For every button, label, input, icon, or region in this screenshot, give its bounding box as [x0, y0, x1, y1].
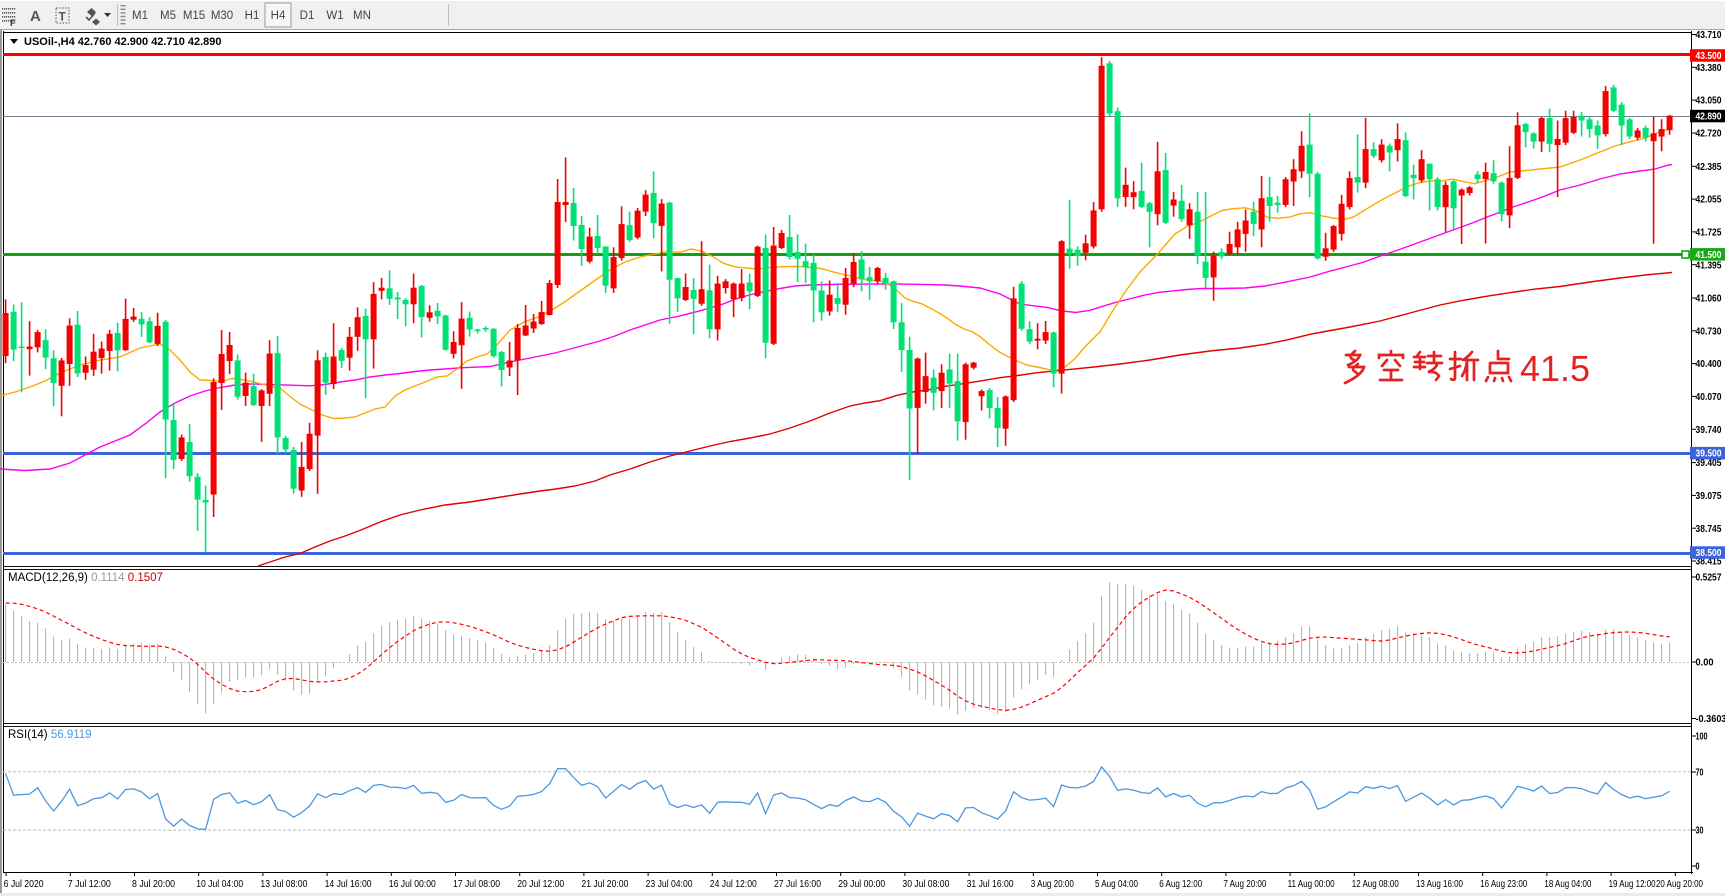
svg-text:38.415: 38.415: [1696, 557, 1722, 568]
svg-text:RSI(14) 56.9119: RSI(14) 56.9119: [8, 729, 92, 741]
svg-text:H4: H4: [271, 10, 286, 22]
svg-text:42.720: 42.720: [1696, 129, 1722, 140]
svg-text:11 Aug 00:00: 11 Aug 00:00: [1288, 879, 1335, 890]
svg-text:14 Jul 16:00: 14 Jul 16:00: [325, 879, 372, 890]
svg-text:39.075: 39.075: [1696, 491, 1722, 502]
svg-text:40.400: 40.400: [1696, 359, 1722, 370]
svg-text:18 Aug 04:00: 18 Aug 04:00: [1544, 879, 1591, 890]
svg-text:20 Jul 12:00: 20 Jul 12:00: [517, 879, 564, 890]
svg-text:23 Jul 04:00: 23 Jul 04:00: [646, 879, 693, 890]
svg-text:12 Aug 08:00: 12 Aug 08:00: [1352, 879, 1399, 890]
svg-text:30 Jul 08:00: 30 Jul 08:00: [902, 879, 949, 890]
svg-text:17 Jul 08:00: 17 Jul 08:00: [453, 879, 500, 890]
svg-text:M5: M5: [160, 10, 176, 22]
svg-text:41.395: 41.395: [1696, 260, 1722, 271]
svg-text:38.500: 38.500: [1696, 548, 1722, 559]
svg-text:24 Jul 12:00: 24 Jul 12:00: [710, 879, 757, 890]
svg-text:W1: W1: [326, 10, 343, 22]
svg-text:8 Jul 20:00: 8 Jul 20:00: [132, 879, 175, 890]
svg-text:20 Aug 20:00: 20 Aug 20:00: [1656, 879, 1703, 890]
svg-text:39.500: 39.500: [1696, 449, 1722, 460]
svg-text:21 Jul 20:00: 21 Jul 20:00: [581, 879, 628, 890]
svg-text:43.380: 43.380: [1696, 63, 1722, 74]
svg-text:42.055: 42.055: [1696, 195, 1722, 206]
svg-text:31 Jul 16:00: 31 Jul 16:00: [967, 879, 1014, 890]
svg-text:16 Aug 23:00: 16 Aug 23:00: [1480, 879, 1527, 890]
svg-text:7 Aug 20:00: 7 Aug 20:00: [1223, 879, 1266, 890]
svg-text:43.050: 43.050: [1696, 96, 1722, 107]
svg-text:100: 100: [1696, 732, 1708, 743]
svg-text:42.890: 42.890: [1696, 112, 1722, 123]
svg-text:0.00: 0.00: [1696, 658, 1714, 669]
svg-text:A: A: [30, 8, 41, 25]
svg-text:30: 30: [1696, 826, 1704, 837]
svg-text:13 Jul 08:00: 13 Jul 08:00: [260, 879, 307, 890]
svg-text:41.725: 41.725: [1696, 228, 1722, 239]
svg-text:D1: D1: [300, 10, 315, 22]
svg-text:F: F: [10, 18, 16, 28]
svg-text:43.500: 43.500: [1696, 51, 1722, 62]
svg-text:7 Jul 12:00: 7 Jul 12:00: [68, 879, 111, 890]
svg-text:43.710: 43.710: [1696, 30, 1722, 41]
svg-text:M15: M15: [183, 10, 205, 22]
svg-text:19 Aug 12:00: 19 Aug 12:00: [1609, 879, 1656, 890]
svg-text:6 Aug 12:00: 6 Aug 12:00: [1159, 879, 1202, 890]
svg-text:3 Aug 20:00: 3 Aug 20:00: [1031, 879, 1074, 890]
svg-text:29 Jul 00:00: 29 Jul 00:00: [838, 879, 885, 890]
svg-text:70: 70: [1696, 768, 1704, 779]
svg-text:41.5: 41.5: [1520, 348, 1590, 389]
svg-text:41.500: 41.500: [1696, 250, 1722, 261]
svg-text:40.730: 40.730: [1696, 326, 1722, 337]
svg-text:27 Jul 16:00: 27 Jul 16:00: [774, 879, 821, 890]
svg-text:42.385: 42.385: [1696, 162, 1722, 173]
svg-text:MACD(12,26,9) 0.1114 0.1507: MACD(12,26,9) 0.1114 0.1507: [8, 572, 163, 584]
svg-text:39.740: 39.740: [1696, 425, 1722, 436]
svg-text:16 Jul 00:00: 16 Jul 00:00: [389, 879, 436, 890]
svg-text:H1: H1: [245, 10, 260, 22]
svg-text:13 Aug 16:00: 13 Aug 16:00: [1416, 879, 1463, 890]
svg-text:6 Jul 2020: 6 Jul 2020: [4, 879, 44, 890]
svg-text:0.5257: 0.5257: [1696, 573, 1722, 584]
svg-text:10 Jul 04:00: 10 Jul 04:00: [196, 879, 243, 890]
svg-text:0: 0: [1696, 862, 1700, 873]
svg-text:38.745: 38.745: [1696, 524, 1722, 535]
svg-text:T: T: [59, 10, 67, 24]
svg-text:M30: M30: [211, 10, 233, 22]
svg-text:5 Aug 04:00: 5 Aug 04:00: [1095, 879, 1138, 890]
svg-text:MN: MN: [353, 10, 371, 22]
svg-text:USOil-,H4 42.760 42.900 42.71: USOil-,H4 42.760 42.900 42.710 42.890: [24, 36, 222, 48]
svg-text:39.405: 39.405: [1696, 458, 1722, 469]
svg-text:-0.3603: -0.3603: [1696, 714, 1725, 725]
svg-text:M1: M1: [132, 10, 148, 22]
svg-text:41.060: 41.060: [1696, 294, 1722, 305]
svg-text:40.070: 40.070: [1696, 392, 1722, 403]
